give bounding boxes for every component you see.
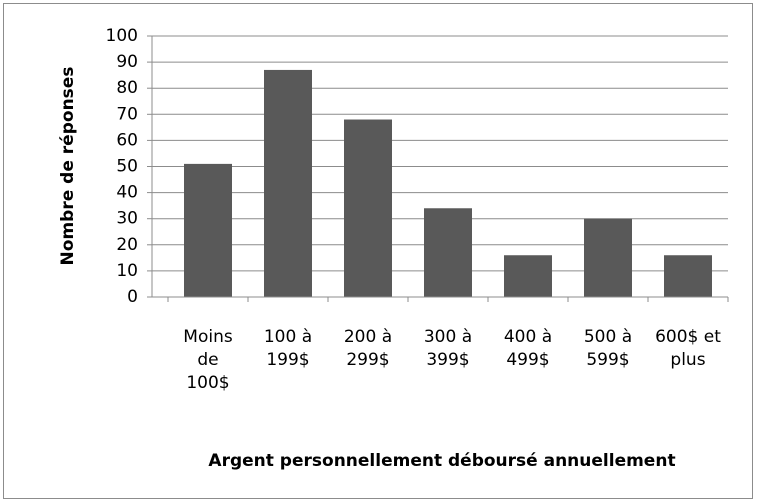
y-tick-label: 0 — [127, 287, 138, 307]
y-tick-label: 60 — [116, 130, 138, 150]
bar — [584, 218, 632, 297]
x-tick-label: 600$ et plus — [655, 327, 721, 370]
bar — [184, 163, 232, 297]
bar — [264, 69, 312, 298]
x-tick-label: 400 à 499$ — [503, 327, 553, 370]
y-tick-label: 90 — [116, 52, 138, 72]
bar — [504, 255, 552, 297]
x-axis-title: Argent personnellement déboursé annuelle… — [208, 451, 675, 471]
x-tick-label: 300 à 399$ — [423, 327, 473, 370]
y-tick-label: 80 — [116, 78, 138, 98]
x-tick-label: 100 à 199$ — [263, 327, 313, 370]
y-tick-label: 30 — [116, 209, 138, 229]
y-tick-label: 10 — [116, 261, 138, 281]
y-tick-label: 100 — [106, 26, 138, 46]
y-tick-label: 20 — [116, 235, 138, 255]
bar — [424, 208, 472, 297]
x-tick-label: 200 à 299$ — [343, 327, 393, 370]
chart-border — [3, 3, 753, 499]
y-axis-title: Nombre de réponses — [58, 67, 78, 266]
y-tick-label: 40 — [116, 183, 138, 203]
x-tick-label: Moins de 100$ — [183, 327, 233, 393]
x-tick-label: 500 à 599$ — [583, 327, 633, 370]
y-tick-label: 70 — [116, 104, 138, 124]
bar — [344, 119, 392, 298]
y-tick-label: 50 — [116, 157, 138, 177]
bar — [664, 255, 712, 297]
